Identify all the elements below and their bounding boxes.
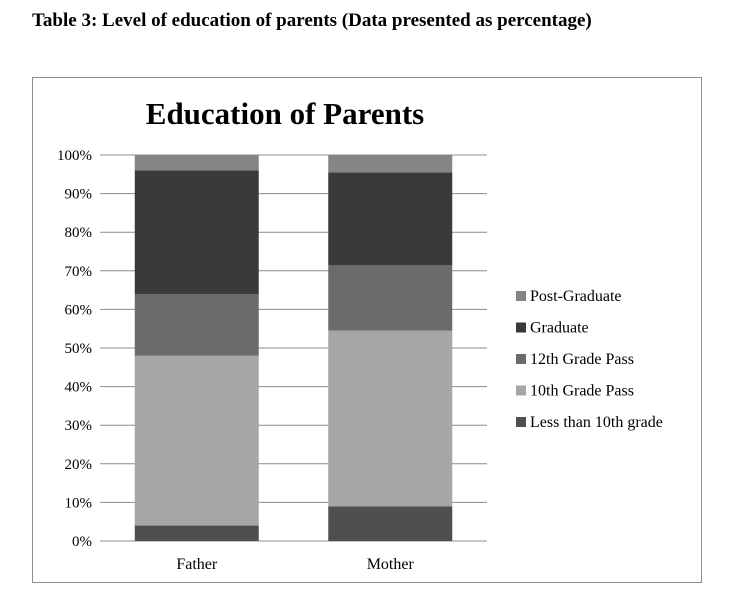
bar-segment	[134, 170, 259, 294]
y-tick-label: 30%	[65, 418, 93, 434]
bar-segment	[328, 265, 453, 331]
bar-segment	[328, 506, 453, 541]
legend-label: 12th Grade Pass	[530, 351, 634, 368]
bar-segment	[134, 525, 259, 541]
y-tick-label: 90%	[65, 187, 93, 203]
y-tick-label: 0%	[72, 534, 92, 550]
bar-segment	[134, 355, 259, 526]
bar-segment	[328, 330, 453, 507]
chart-area: Education of Parents 0% 10% 20% 30% 40% 50% 60…	[32, 77, 702, 583]
table-caption: Table 3: Level of education of parents (…	[32, 10, 592, 31]
bar-segment	[328, 155, 453, 173]
legend-label: Less than 10th grade	[530, 414, 663, 431]
bar-segment	[134, 293, 259, 356]
y-tick-label: 50%	[65, 341, 93, 357]
legend: Post-Graduate Graduate 12th Grade Pass 10th…	[516, 288, 663, 431]
bar-segment	[328, 172, 453, 266]
bars	[134, 155, 453, 541]
legend-label: 10th Grade Pass	[530, 383, 634, 400]
legend-label: Graduate	[530, 320, 589, 337]
y-tick-label: 10%	[65, 495, 93, 511]
chart: Education of Parents 0% 10% 20% 30% 40% 50% 60…	[57, 96, 663, 573]
y-tick-label: 80%	[65, 225, 93, 241]
chart-title: Education of Parents	[146, 96, 424, 131]
y-tick-label: 100%	[57, 148, 92, 164]
legend-label: Post-Graduate	[530, 288, 622, 305]
x-tick-label: Father	[176, 556, 218, 573]
legend-swatch	[516, 322, 526, 333]
y-tick-label: 60%	[65, 302, 93, 318]
x-axis-ticks: Father Mother	[176, 556, 414, 573]
legend-swatch	[516, 354, 526, 364]
bar-segment	[134, 155, 259, 171]
y-tick-label: 70%	[65, 264, 93, 280]
legend-swatch	[516, 385, 526, 396]
x-tick-label: Mother	[367, 556, 415, 573]
y-axis-ticks: 0% 10% 20% 30% 40% 50% 60% 70% 80% 90% 100%	[57, 148, 92, 550]
legend-swatch	[516, 417, 526, 427]
legend-swatch	[516, 291, 526, 301]
y-tick-label: 40%	[65, 380, 93, 396]
y-tick-label: 20%	[65, 457, 93, 473]
